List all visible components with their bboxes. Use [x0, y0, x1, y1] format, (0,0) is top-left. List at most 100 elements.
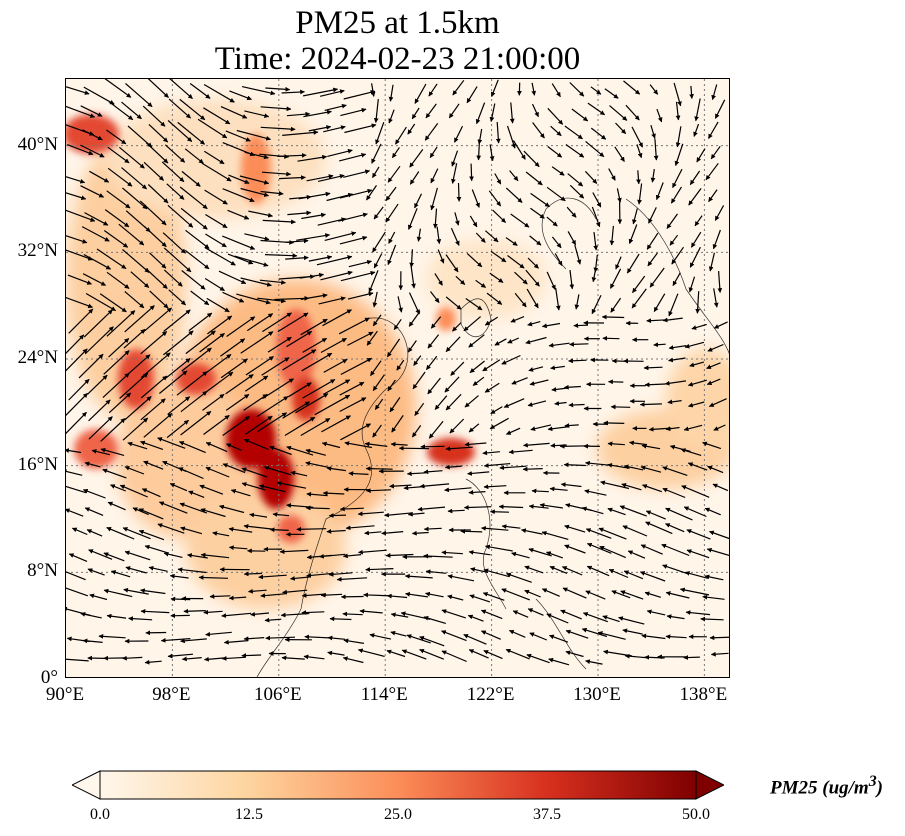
wind-vector [282, 401, 310, 419]
wind-vector [201, 162, 232, 182]
wind-vector [286, 111, 311, 117]
wind-vector [344, 441, 373, 449]
wind-vector [490, 406, 503, 415]
wind-vector [250, 611, 270, 617]
wind-vector [286, 330, 313, 348]
wind-vector [524, 589, 541, 598]
wind-vector [453, 125, 464, 143]
wind-vector [668, 357, 686, 363]
wind-vector [610, 404, 631, 410]
wind-vector [598, 527, 627, 540]
wind-vector [639, 402, 662, 407]
wind-vector [67, 274, 92, 285]
wind-vector [713, 321, 728, 329]
wind-vector [631, 126, 644, 148]
wind-vector [343, 638, 364, 644]
wind-vector [665, 507, 693, 521]
wind-vector [338, 212, 368, 222]
wind-vector [662, 317, 683, 323]
wind-vector [230, 489, 251, 497]
wind-vector [412, 371, 426, 390]
wind-vector [585, 659, 603, 665]
wind-vector [243, 636, 265, 642]
wind-vector [145, 268, 168, 289]
wind-vector [279, 549, 309, 554]
wind-vector [506, 125, 516, 149]
wind-vector [641, 443, 661, 450]
wind-vector [666, 213, 678, 229]
colorbar-tick-label: 37.5 [533, 806, 561, 823]
wind-vector [610, 297, 622, 313]
wind-vector [680, 448, 702, 456]
wind-vector [122, 417, 149, 441]
wind-vector [469, 360, 485, 374]
wind-vector [643, 365, 663, 371]
wind-vector [66, 192, 87, 201]
wind-vector [82, 129, 103, 141]
wind-vector [621, 482, 642, 491]
wind-vector [277, 312, 309, 333]
wind-vector [546, 271, 556, 290]
wind-vector [707, 343, 724, 352]
wind-vector [189, 83, 211, 99]
wind-vector [560, 609, 582, 620]
wind-vector [414, 402, 425, 416]
wind-vector [591, 206, 601, 228]
wind-vector [480, 630, 501, 640]
map-title: PM25 at 1.5km [295, 5, 500, 41]
wind-vector [339, 235, 368, 245]
wind-vector [157, 437, 186, 449]
wind-vector [126, 354, 151, 376]
wind-vector [385, 553, 414, 558]
wind-vector [188, 312, 213, 332]
wind-vector [240, 331, 274, 354]
wind-vector [539, 502, 563, 509]
wind-vector [414, 83, 427, 104]
wind-vector [106, 310, 136, 337]
wind-vector [301, 212, 326, 220]
wind-vector [565, 629, 589, 639]
wind-vector [140, 331, 168, 355]
wind-vector [102, 372, 130, 399]
wind-vector [410, 264, 416, 289]
wind-vector [641, 633, 666, 640]
wind-vector [181, 270, 206, 290]
wind-vector [287, 382, 312, 398]
map-panel[interactable] [65, 78, 730, 678]
wind-vector [260, 106, 292, 112]
wind-vector [140, 588, 166, 595]
wind-vector [103, 588, 133, 598]
wind-vector [483, 568, 510, 578]
wind-vector [100, 418, 126, 442]
colorbar-max-extend [695, 770, 724, 800]
wind-vector [546, 186, 566, 202]
colorbar-gradient [99, 770, 697, 800]
wind-vector [345, 525, 375, 531]
lat-tick-label: 0° [40, 667, 58, 688]
wind-vector [514, 292, 527, 308]
wind-vector [409, 149, 424, 168]
wind-vector [484, 316, 499, 326]
wind-vector [321, 441, 341, 449]
wind-vector [586, 565, 610, 577]
wind-vector [226, 316, 256, 337]
wind-vector [328, 513, 347, 518]
wind-vector [200, 552, 230, 559]
wind-vector [463, 505, 492, 510]
wind-vector [339, 397, 367, 413]
wind-vector [411, 107, 420, 120]
wind-vector [245, 356, 274, 376]
wind-vector [441, 650, 467, 663]
wind-vector [550, 443, 567, 448]
wind-vector [547, 107, 564, 125]
wind-vector [240, 187, 269, 197]
wind-vector [529, 235, 542, 246]
wind-vector [209, 594, 231, 599]
wind-vector [389, 483, 412, 489]
wind-vectors [66, 79, 729, 666]
wind-vector [632, 208, 638, 225]
wind-vector [102, 468, 127, 479]
wind-vector [423, 553, 453, 559]
wind-vector [143, 412, 173, 438]
wind-vector [169, 573, 189, 579]
